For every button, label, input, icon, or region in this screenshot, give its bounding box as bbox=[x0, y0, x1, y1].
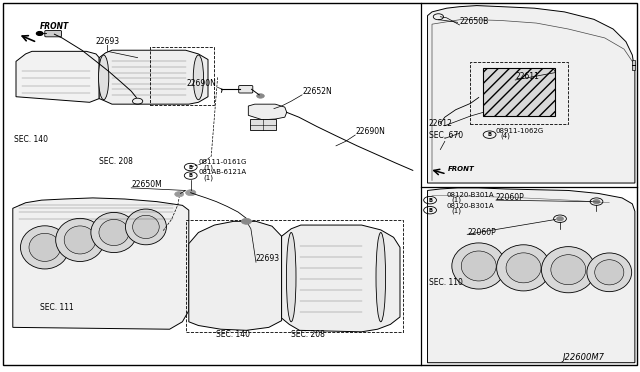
Text: (1): (1) bbox=[204, 174, 214, 181]
Text: (4): (4) bbox=[500, 133, 510, 139]
Text: FRONT: FRONT bbox=[40, 22, 69, 31]
Text: 081AB-6121A: 081AB-6121A bbox=[198, 170, 246, 176]
Circle shape bbox=[241, 218, 252, 224]
Ellipse shape bbox=[99, 219, 129, 246]
Circle shape bbox=[186, 190, 196, 196]
Text: B: B bbox=[189, 164, 193, 170]
Text: 22693: 22693 bbox=[95, 37, 120, 46]
Circle shape bbox=[557, 217, 563, 221]
Text: SEC. 110: SEC. 110 bbox=[429, 278, 463, 286]
Text: B: B bbox=[428, 208, 432, 213]
Ellipse shape bbox=[497, 245, 550, 291]
Polygon shape bbox=[16, 51, 99, 102]
Ellipse shape bbox=[461, 251, 496, 281]
Bar bbox=[632, 60, 635, 70]
Text: SEC. 111: SEC. 111 bbox=[40, 302, 74, 311]
Text: (1): (1) bbox=[452, 197, 462, 203]
Ellipse shape bbox=[132, 215, 159, 238]
Circle shape bbox=[36, 32, 43, 35]
Text: B: B bbox=[189, 173, 193, 178]
Polygon shape bbox=[189, 221, 282, 330]
Text: SEC. 208: SEC. 208 bbox=[291, 330, 325, 339]
Text: (1): (1) bbox=[204, 164, 214, 171]
Text: 22611: 22611 bbox=[515, 72, 539, 81]
Bar bbox=[470, 62, 568, 124]
FancyBboxPatch shape bbox=[239, 86, 253, 93]
Polygon shape bbox=[282, 225, 400, 332]
Text: 08911-1062G: 08911-1062G bbox=[496, 128, 544, 134]
Bar bbox=[483, 68, 555, 116]
Ellipse shape bbox=[17, 64, 31, 70]
Text: 08120-B301A: 08120-B301A bbox=[447, 203, 494, 209]
Ellipse shape bbox=[452, 243, 506, 289]
Polygon shape bbox=[99, 50, 208, 104]
Ellipse shape bbox=[20, 226, 69, 269]
Ellipse shape bbox=[541, 247, 595, 293]
Polygon shape bbox=[248, 104, 287, 120]
Text: 22650B: 22650B bbox=[460, 17, 489, 26]
Text: 22060P: 22060P bbox=[496, 193, 525, 202]
Text: 08111-0161G: 08111-0161G bbox=[198, 160, 247, 166]
Ellipse shape bbox=[64, 226, 96, 254]
Text: SEC. 670: SEC. 670 bbox=[429, 131, 463, 140]
Text: 22693: 22693 bbox=[256, 254, 280, 263]
Text: (1): (1) bbox=[452, 207, 462, 214]
Ellipse shape bbox=[193, 55, 204, 100]
Bar bbox=[150, 47, 214, 105]
Text: 22612: 22612 bbox=[429, 119, 452, 128]
Text: B: B bbox=[488, 132, 492, 137]
Ellipse shape bbox=[99, 55, 109, 100]
Text: FRONT: FRONT bbox=[448, 166, 475, 172]
Polygon shape bbox=[13, 198, 189, 329]
Bar bbox=[186, 220, 403, 332]
Ellipse shape bbox=[17, 82, 31, 88]
Ellipse shape bbox=[287, 232, 296, 322]
Text: SEC. 208: SEC. 208 bbox=[99, 157, 133, 166]
Text: 22690N: 22690N bbox=[355, 127, 385, 136]
Text: 08120-B301A: 08120-B301A bbox=[447, 192, 494, 198]
FancyBboxPatch shape bbox=[45, 31, 61, 37]
Ellipse shape bbox=[17, 73, 31, 79]
Text: SEC. 140: SEC. 140 bbox=[216, 330, 250, 339]
Ellipse shape bbox=[506, 253, 541, 283]
Text: 22650M: 22650M bbox=[131, 180, 162, 189]
Ellipse shape bbox=[587, 253, 632, 292]
Text: 22652N: 22652N bbox=[302, 87, 332, 96]
Text: 22690N: 22690N bbox=[186, 78, 216, 87]
Text: B: B bbox=[428, 198, 432, 203]
Ellipse shape bbox=[551, 255, 586, 285]
Text: 22060P: 22060P bbox=[467, 228, 496, 237]
Ellipse shape bbox=[56, 218, 104, 262]
Circle shape bbox=[593, 200, 600, 203]
Ellipse shape bbox=[91, 212, 137, 253]
Circle shape bbox=[257, 94, 264, 98]
Ellipse shape bbox=[595, 260, 624, 285]
Text: J22600M7: J22600M7 bbox=[562, 353, 604, 362]
Ellipse shape bbox=[17, 91, 31, 97]
Ellipse shape bbox=[125, 209, 166, 245]
Circle shape bbox=[175, 192, 184, 197]
Polygon shape bbox=[428, 188, 635, 363]
Bar bbox=[250, 119, 276, 130]
Ellipse shape bbox=[376, 232, 385, 322]
Polygon shape bbox=[428, 6, 635, 183]
Ellipse shape bbox=[29, 233, 61, 262]
Text: SEC. 140: SEC. 140 bbox=[14, 135, 48, 144]
